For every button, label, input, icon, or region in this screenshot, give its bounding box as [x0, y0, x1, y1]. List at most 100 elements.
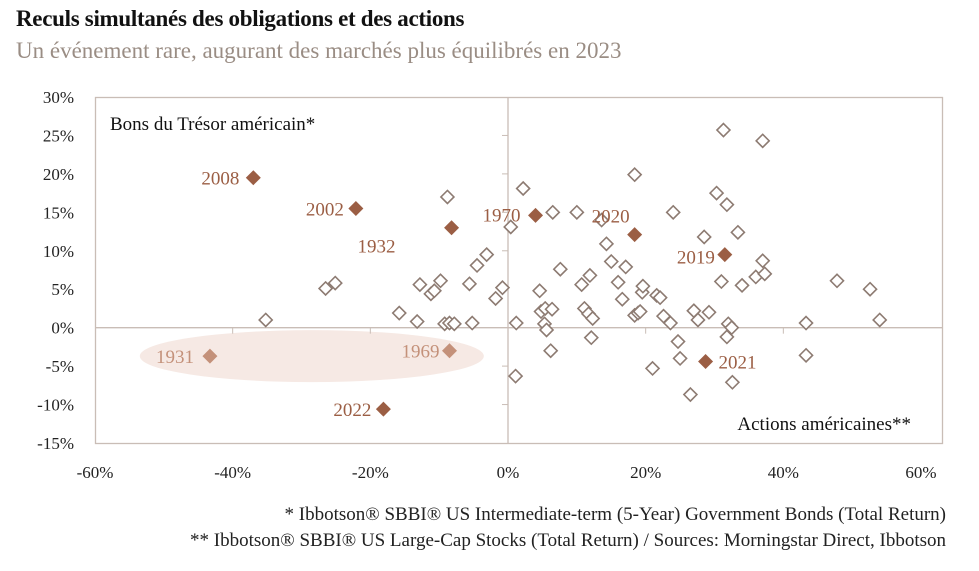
data-point — [635, 278, 651, 294]
y-tick-label: 15% — [43, 203, 74, 222]
data-point — [317, 280, 334, 297]
data-point — [464, 315, 480, 331]
data-point — [469, 257, 485, 274]
data-point — [829, 273, 845, 289]
point-label-2021: 2021 — [719, 352, 757, 373]
y-tick-label: 25% — [43, 126, 74, 145]
data-point — [507, 368, 524, 384]
data-point — [682, 386, 699, 403]
highlight-point-2022 — [375, 401, 391, 417]
y-tick-label: 5% — [51, 280, 74, 299]
data-point — [672, 350, 688, 367]
data-point — [618, 259, 634, 275]
data-point — [627, 167, 643, 183]
y-tick-label: 0% — [51, 319, 74, 338]
data-point — [569, 204, 585, 220]
data-point — [544, 301, 560, 317]
data-point — [798, 347, 814, 363]
data-point — [461, 276, 478, 292]
y-tick-label: 30% — [43, 88, 74, 107]
data-point — [479, 246, 495, 263]
point-label-1931: 1931 — [156, 347, 194, 368]
y-tick-label: 10% — [43, 242, 74, 261]
data-point — [708, 185, 725, 201]
highlight-point-2008 — [245, 170, 261, 186]
x-tick-label: -40% — [214, 463, 251, 482]
data-point — [532, 283, 548, 299]
chart-subtitle: Un événement rare, augurant des marchés … — [16, 38, 622, 63]
data-point — [552, 261, 568, 277]
data-point — [724, 320, 740, 336]
data-point — [757, 266, 773, 282]
data-point — [755, 133, 771, 149]
data-point — [662, 315, 679, 331]
y-tick-label: -15% — [37, 434, 74, 453]
data-point — [327, 275, 343, 291]
x-tick-label: 0% — [497, 463, 520, 482]
plot-frame — [94, 96, 944, 445]
data-point — [582, 267, 598, 284]
data-point — [598, 236, 615, 252]
footnote-stocks: ** Ibbotson® SBBI® US Large-Cap Stocks (… — [190, 530, 946, 551]
data-point — [508, 315, 524, 331]
data-point — [593, 212, 610, 228]
data-point — [713, 273, 730, 290]
data-point — [487, 290, 504, 307]
data-point — [409, 313, 425, 330]
point-label-1932: 1932 — [358, 237, 396, 258]
data-point — [574, 276, 590, 293]
x-tick-label: 40% — [768, 463, 799, 482]
data-point — [690, 312, 706, 328]
highlight-ellipse — [139, 330, 484, 383]
data-point — [543, 343, 559, 359]
data-point — [603, 253, 619, 270]
highlight-point-2020 — [627, 227, 643, 243]
footnote-bonds: * Ibbotson® SBBI® US Intermediate-term (… — [284, 504, 946, 525]
y-axis-label: Bons du Trésor américain* — [110, 114, 315, 135]
highlight-point-2019 — [717, 247, 733, 263]
chart-title: Reculs simultanés des obligations et des… — [16, 6, 465, 31]
data-point — [665, 204, 681, 220]
point-label-2002: 2002 — [306, 199, 344, 220]
data-point — [862, 281, 878, 297]
data-point — [670, 333, 686, 350]
data-point — [258, 312, 274, 328]
data-point — [585, 310, 601, 327]
data-point — [432, 273, 449, 289]
data-point — [730, 224, 746, 240]
data-point — [426, 283, 442, 299]
data-point — [798, 315, 814, 331]
data-point — [515, 180, 531, 197]
highlight-point-2002 — [348, 200, 364, 216]
data-point — [412, 276, 428, 293]
data-point — [719, 197, 735, 213]
data-point — [494, 280, 511, 296]
highlight-point-1932 — [444, 220, 460, 236]
data-point — [391, 305, 407, 321]
y-tick-label: -10% — [37, 396, 74, 415]
data-point — [439, 189, 456, 205]
point-label-2020: 2020 — [592, 207, 630, 228]
data-point — [872, 312, 888, 328]
data-point — [583, 330, 599, 346]
y-tick-label: 20% — [43, 165, 74, 184]
data-point — [734, 277, 750, 294]
point-label-2019: 2019 — [677, 248, 715, 269]
data-point — [644, 360, 661, 377]
highlight-point-1969 — [441, 343, 457, 359]
y-tick-label: -5% — [46, 357, 74, 376]
highlight-point-1970 — [528, 207, 544, 223]
x-tick-label: -20% — [352, 463, 389, 482]
data-point — [715, 122, 732, 138]
data-point — [755, 253, 771, 269]
data-point — [652, 290, 668, 306]
x-axis-label: Actions américaines** — [737, 414, 911, 435]
x-tick-label: -60% — [77, 463, 114, 482]
point-label-2022: 2022 — [333, 400, 371, 421]
data-point — [610, 274, 626, 290]
data-point — [724, 374, 741, 390]
x-tick-label: 60% — [905, 463, 936, 482]
data-point — [614, 291, 630, 307]
point-label-2008: 2008 — [201, 169, 239, 190]
